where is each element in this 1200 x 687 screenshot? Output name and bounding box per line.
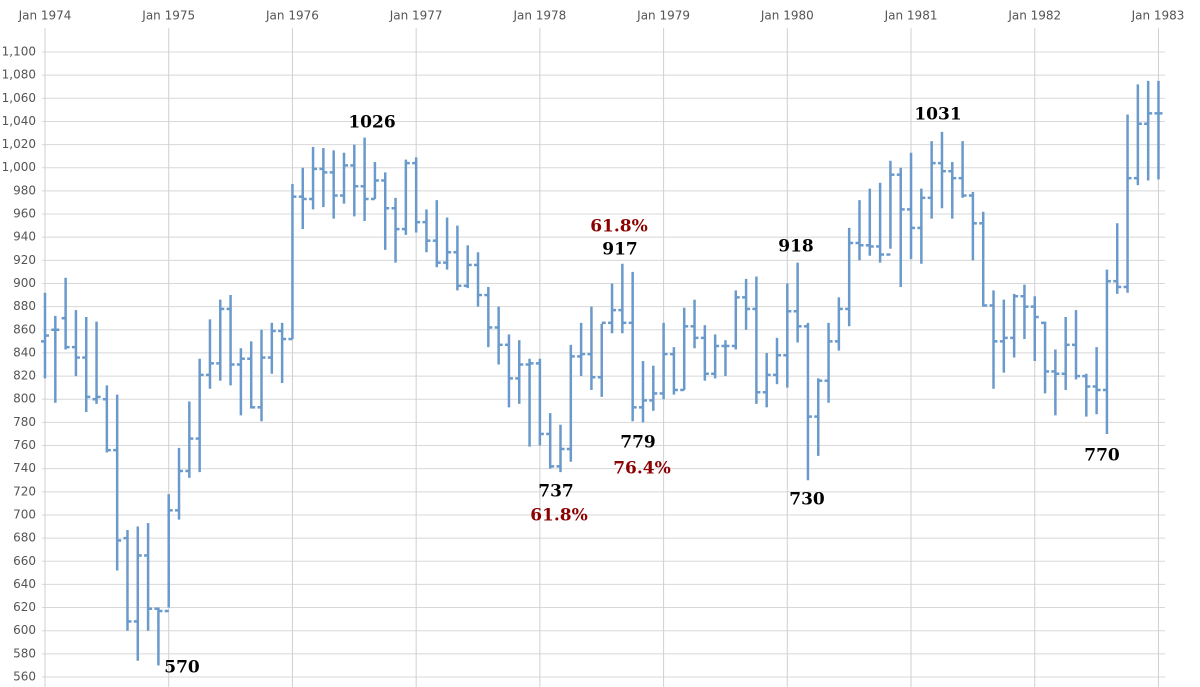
annotation: 779	[620, 433, 656, 453]
annotation: 770	[1084, 446, 1120, 466]
y-tick-label: 780	[13, 415, 36, 429]
y-tick-label: 880	[13, 299, 36, 313]
y-tick-label: 760	[13, 438, 36, 452]
annotation: 1031	[914, 105, 961, 125]
y-tick-label: 920	[13, 253, 36, 267]
y-tick-label: 660	[13, 554, 36, 568]
y-tick-label: 820	[13, 369, 36, 383]
x-tick-label: Jan 1981	[884, 9, 938, 23]
annotation: 730	[789, 490, 825, 510]
annotation: 570	[164, 658, 200, 678]
x-tick-label: Jan 1978	[512, 9, 566, 23]
annotation: 917	[602, 240, 638, 260]
x-tick-label: Jan 1983	[1131, 9, 1185, 23]
y-tick-label: 840	[13, 345, 36, 359]
y-tick-label: 980	[13, 183, 36, 197]
y-tick-label: 680	[13, 531, 36, 545]
x-tick-label: Jan 1977	[389, 9, 443, 23]
y-tick-label: 940	[13, 230, 36, 244]
x-tick-label: Jan 1975	[141, 9, 195, 23]
y-tick-label: 720	[13, 484, 36, 498]
annotation: 918	[778, 237, 814, 257]
y-tick-label: 960	[13, 207, 36, 221]
annotation: 737	[538, 482, 574, 502]
y-tick-label: 1,000	[2, 160, 36, 174]
y-tick-label: 900	[13, 276, 36, 290]
x-tick-label: Jan 1974	[18, 9, 72, 23]
y-tick-label: 860	[13, 322, 36, 336]
annotation: 61.8%	[530, 506, 588, 526]
annotation: 76.4%	[613, 459, 671, 479]
y-tick-label: 800	[13, 392, 36, 406]
y-tick-label: 1,100	[2, 45, 36, 59]
x-tick-label: Jan 1980	[760, 9, 814, 23]
y-tick-label: 580	[13, 646, 36, 660]
y-tick-label: 620	[13, 600, 36, 614]
y-tick-label: 600	[13, 623, 36, 637]
annotation: 61.8%	[590, 217, 648, 237]
x-tick-label: Jan 1982	[1007, 9, 1061, 23]
y-tick-label: 560	[13, 670, 36, 684]
x-tick-label: Jan 1979	[636, 9, 690, 23]
x-tick-label: Jan 1976	[265, 9, 319, 23]
y-tick-label: 700	[13, 507, 36, 521]
y-tick-label: 1,020	[2, 137, 36, 151]
y-tick-label: 1,060	[2, 91, 36, 105]
annotation: 1026	[348, 113, 395, 133]
y-tick-label: 740	[13, 461, 36, 475]
y-tick-label: 1,040	[2, 114, 36, 128]
y-tick-label: 1,080	[2, 68, 36, 82]
y-tick-label: 640	[13, 577, 36, 591]
